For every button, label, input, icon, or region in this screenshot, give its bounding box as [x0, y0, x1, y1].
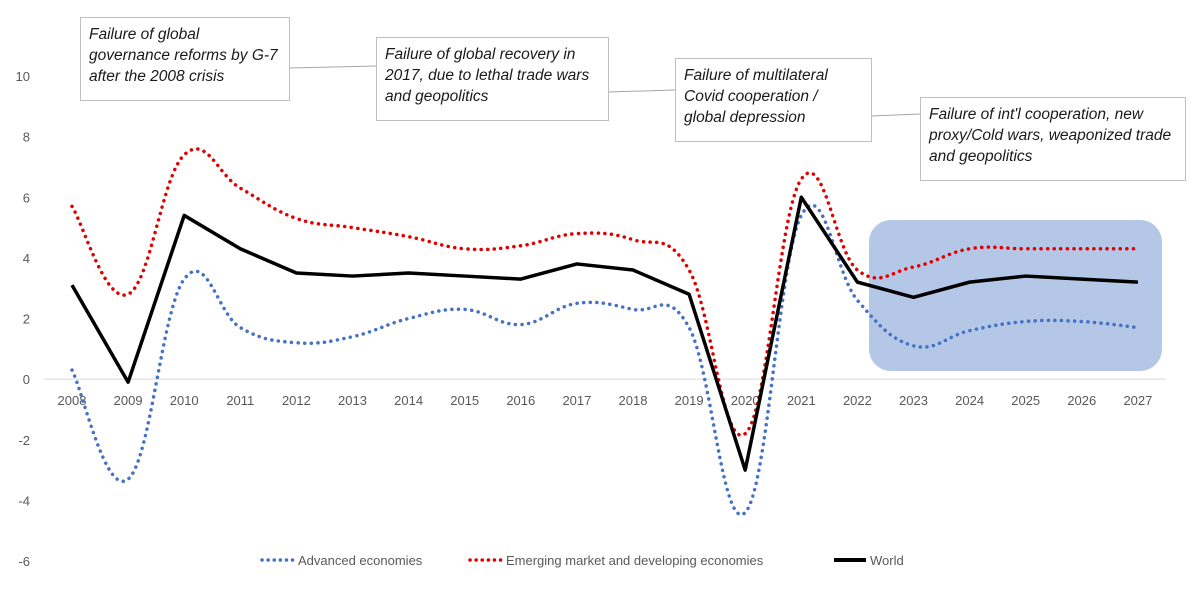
x-tick-label: 2015	[450, 393, 479, 408]
y-tick-label: 4	[23, 251, 30, 266]
series-group	[70, 147, 1140, 517]
annotation-box: Failure of multilateral Covid cooperatio…	[675, 58, 872, 142]
annotation-box: Failure of global recovery in 2017, due …	[376, 37, 609, 121]
x-tick-label: 2011	[226, 393, 254, 408]
legend-label: World	[870, 553, 904, 568]
x-tick-label: 2008	[58, 393, 87, 408]
annotation-connector-2	[607, 89, 676, 93]
y-tick-label: 0	[23, 372, 30, 387]
series-line-world	[70, 195, 1138, 472]
x-tick-label: 2027	[1123, 393, 1152, 408]
series-line-emerging-market-and-developing-economies	[70, 147, 1140, 438]
x-tick-label: 2014	[394, 393, 423, 408]
x-tick-label: 2009	[114, 393, 143, 408]
y-tick-label: 6	[23, 190, 30, 205]
annotation-box: Failure of int'l cooperation, new proxy/…	[920, 97, 1186, 181]
x-tick-label: 2016	[506, 393, 535, 408]
x-tick-label: 2026	[1067, 393, 1096, 408]
x-tick-label: 2017	[562, 393, 591, 408]
x-tick-label: 2024	[955, 393, 984, 408]
legend: Advanced economies Emerging market and de…	[260, 553, 904, 568]
x-tick-label: 2023	[899, 393, 928, 408]
y-tick-label: 10	[16, 69, 30, 84]
y-tick-label: 8	[23, 130, 30, 145]
x-tick-label: 2021	[787, 393, 816, 408]
axes: -6 -4 -2 0 2 4 6 8 10 2008 2009 2010 2011 2012 2013 201…	[16, 69, 1166, 569]
y-tick-label: -6	[18, 554, 30, 569]
legend-label: Advanced economies	[298, 553, 423, 568]
x-tick-label: 2013	[338, 393, 367, 408]
x-tick-label: 2020	[731, 393, 760, 408]
annotation-connector-1	[288, 65, 377, 69]
annotation-box: Failure of global governance reforms by …	[80, 17, 290, 101]
x-tick-label: 2022	[843, 393, 872, 408]
x-tick-label: 2010	[170, 393, 199, 408]
y-tick-label: -4	[18, 493, 30, 508]
x-tick-label: 2025	[1011, 393, 1040, 408]
annotation-connector-3	[870, 113, 921, 117]
legend-label: Emerging market and developing economies	[506, 553, 764, 568]
highlight-forecast-region	[869, 220, 1162, 371]
x-tick-label: 2012	[282, 393, 311, 408]
series-line-advanced-economies	[70, 203, 1140, 517]
x-tick-label: 2019	[675, 393, 704, 408]
y-tick-label: 2	[23, 312, 30, 327]
y-tick-label: -2	[18, 433, 30, 448]
x-tick-label: 2018	[619, 393, 648, 408]
